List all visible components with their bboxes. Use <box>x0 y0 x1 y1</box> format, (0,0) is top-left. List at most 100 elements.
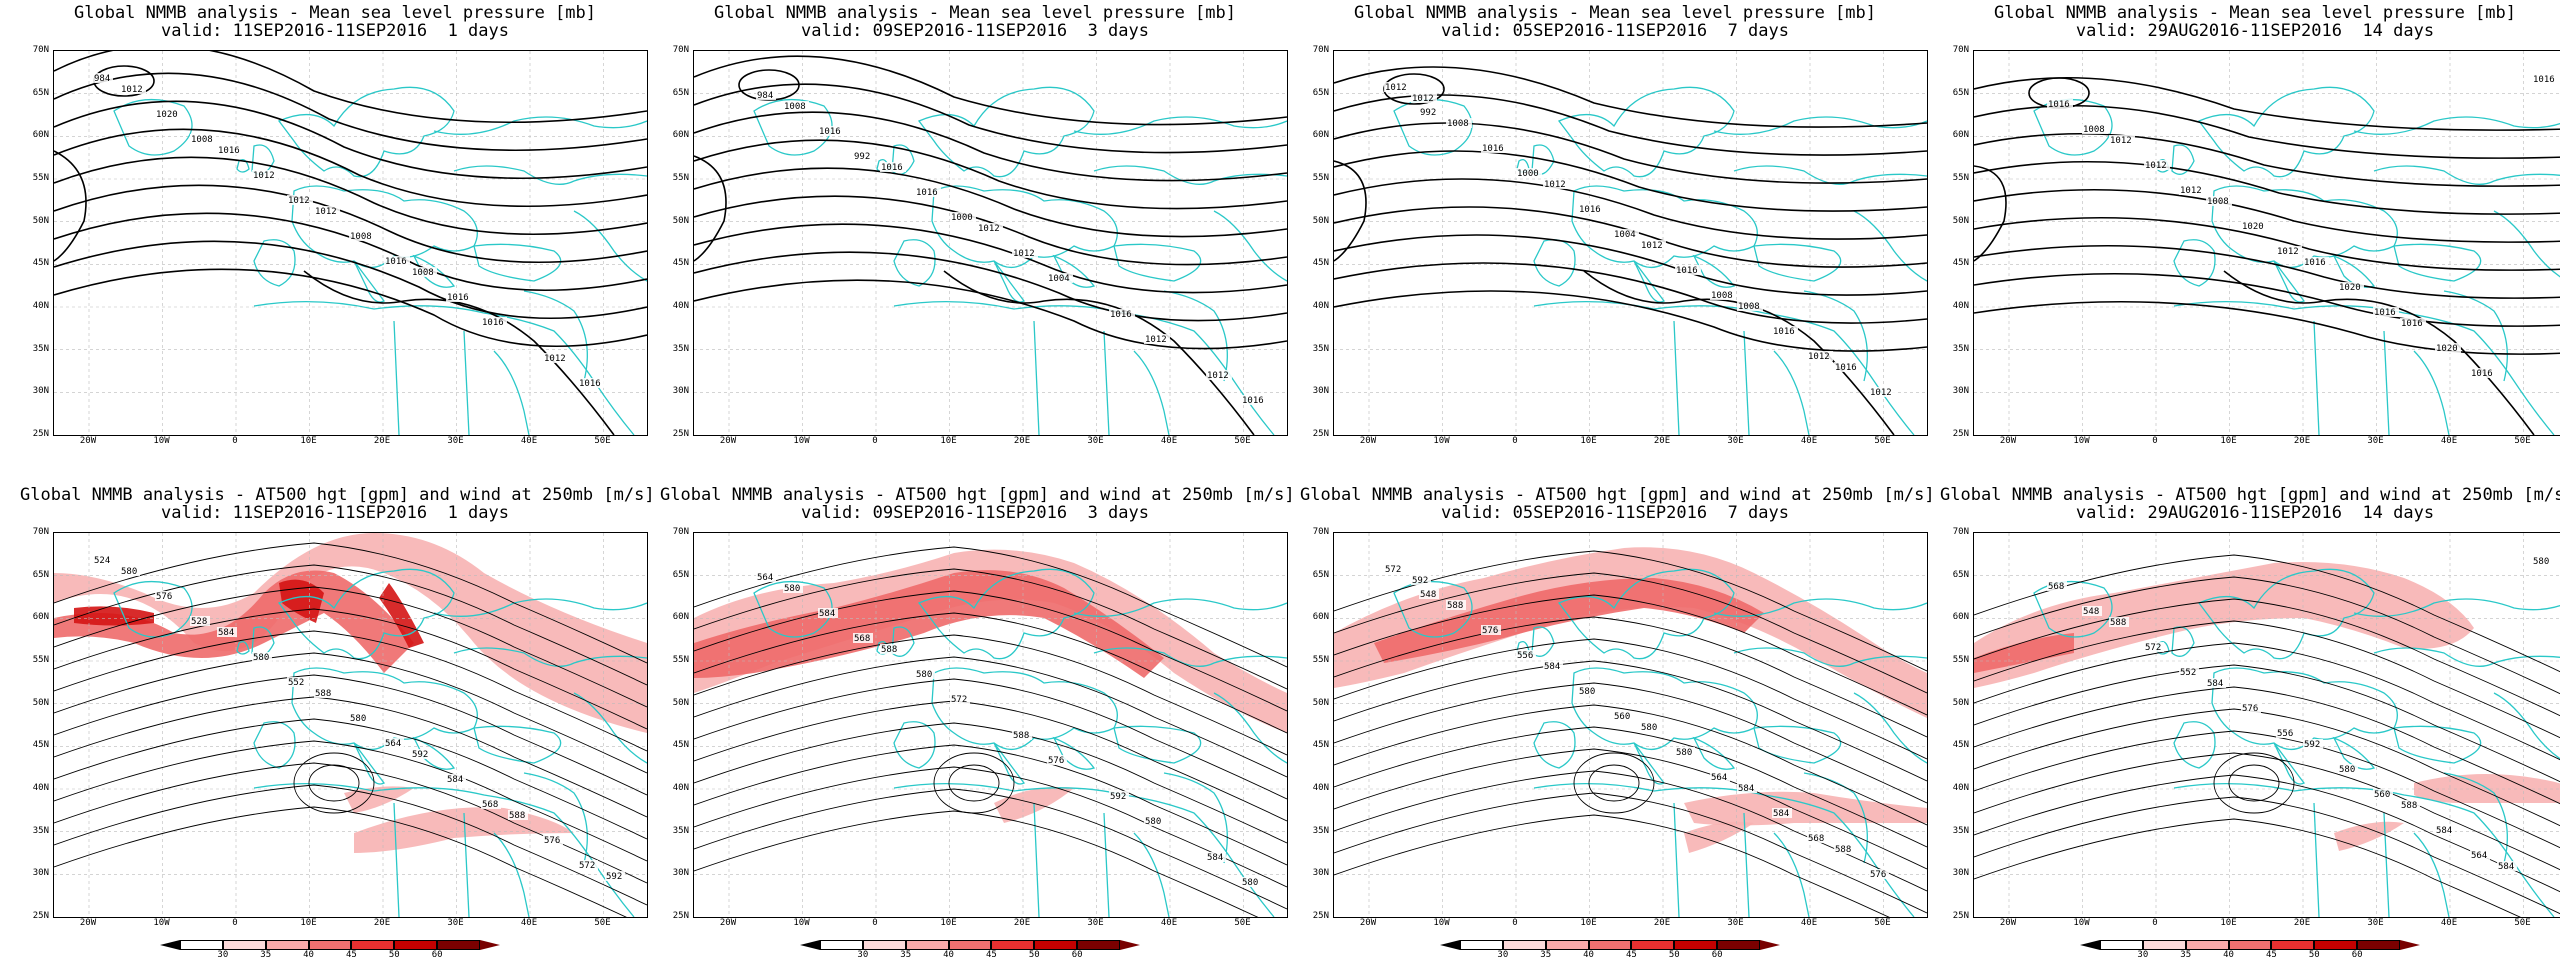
geopotential-contour <box>694 744 1287 866</box>
geopotential-contour <box>54 542 647 664</box>
lat-tick-label: 55N <box>1952 173 1969 183</box>
contour-label-bg <box>853 151 873 161</box>
contour-label: 568 <box>854 634 870 644</box>
isobar <box>1334 262 1927 324</box>
geopotential-contour <box>1334 660 1927 782</box>
map-canvas: 548 552 556 560 564 568 572 576 580 584 580 588 584 5… <box>1974 533 2560 917</box>
coastline <box>1853 692 1927 764</box>
contour-label: 1004 <box>1614 230 1636 240</box>
geopotential-contour <box>54 586 647 708</box>
isobar <box>1334 206 1927 268</box>
contour-label: 1008 <box>1738 302 1760 312</box>
contour-label: 584 <box>2207 679 2223 689</box>
map-frame: 1008 1012 1012 1016 1016 1016 1012 1020 1020 1020… <box>1973 50 2560 436</box>
coastline <box>893 239 936 287</box>
jet-wind-shading <box>694 570 1164 678</box>
contour-label-bg <box>1241 877 1261 887</box>
contour-label-bg <box>2470 850 2490 860</box>
contour-label: 1020 <box>156 110 178 120</box>
lat-tick-label: 70N <box>1312 527 1329 537</box>
contour-label: 576 <box>2242 704 2258 714</box>
contour-label: 1012 <box>2180 186 2202 196</box>
contour-label-bg <box>756 90 776 100</box>
isobar <box>54 184 647 264</box>
contour-label-bg <box>2338 282 2364 292</box>
lon-tick-label: 0 <box>1512 918 1518 928</box>
coastline <box>277 568 455 660</box>
coastline <box>1633 260 1665 303</box>
lon-tick-label: 20W <box>1359 918 1377 928</box>
lon-tick-label: 50E <box>1874 436 1891 446</box>
contour-label-bg <box>1481 143 1507 153</box>
lon-tick-label: 0 <box>232 436 238 446</box>
lon-tick-label: 50E <box>2514 436 2531 446</box>
lat-tick-label: 35N <box>32 343 49 354</box>
contour-label: 1016 <box>1676 266 1698 276</box>
coastline <box>2353 116 2560 135</box>
coastline <box>2313 802 2320 917</box>
isobar <box>694 83 1287 154</box>
isobar <box>1974 165 2007 262</box>
coastline <box>1213 692 1287 764</box>
panel-valid-dates: valid: 11SEP2016-11SEP2016 1 days <box>161 503 509 523</box>
contour-label: 584 <box>218 628 234 638</box>
lat-tick-label: 60N <box>32 130 49 141</box>
contour-label-bg <box>853 633 873 643</box>
contour-label-bg <box>2047 581 2067 591</box>
colorbar-segment <box>1034 940 1078 950</box>
geopotential-contour <box>1334 704 1927 826</box>
contour-label-bg <box>314 206 340 216</box>
lat-tick-label: 40N <box>1952 783 1969 793</box>
contour-label: 560 <box>1614 712 1630 722</box>
lon-tick-label: 0 <box>2152 436 2158 446</box>
contour-label-bg <box>446 292 472 302</box>
contour-label-bg <box>2276 246 2302 256</box>
colorbar-segment <box>2100 940 2143 950</box>
colorbar-segment <box>2142 940 2186 950</box>
contour-label-bg <box>1737 783 1757 793</box>
jet-wind-shading <box>74 606 154 626</box>
isobar <box>1974 104 2560 159</box>
colorbar-segment <box>265 940 309 950</box>
contour-label-bg <box>1710 772 1730 782</box>
contour-label: 524 <box>94 556 110 566</box>
coastline <box>433 116 647 135</box>
geopotential-contour <box>694 678 1287 800</box>
coastline <box>1692 254 1736 288</box>
coastline <box>893 783 1275 917</box>
contour-label-bg <box>915 669 935 679</box>
geopotential-contour <box>308 764 360 802</box>
contour-label: 1012 <box>2110 136 2132 146</box>
contour-label: 576 <box>156 592 172 602</box>
panel-valid-dates: valid: 29AUG2016-11SEP2016 14 days <box>2075 21 2435 41</box>
isobar <box>943 270 1255 435</box>
colorbar-segment <box>1502 940 1546 950</box>
coastline <box>1133 832 1170 917</box>
coastline <box>1713 116 1927 135</box>
contour-label-bg <box>2241 221 2267 231</box>
lon-tick-label: 20E <box>1013 436 1031 446</box>
contour-label: 552 <box>288 678 304 688</box>
contour-label: 588 <box>881 645 897 655</box>
coastline <box>1743 812 1750 917</box>
coastline <box>1853 210 1927 282</box>
lon-tick-label: 20E <box>2293 918 2311 928</box>
isobar <box>1974 160 2560 215</box>
lat-tick-label: 60N <box>672 130 689 141</box>
contour-label: 548 <box>1420 590 1436 600</box>
colorbar-end-left <box>1440 940 1460 950</box>
geopotential-contour <box>1334 638 1927 760</box>
lon-tick-label: 30E <box>2367 918 2384 928</box>
coastline <box>1093 165 1287 185</box>
map-frame: 524 528 552 564 568 572 576 580 580 584 576 580 584 5… <box>53 532 648 918</box>
contour-label-bg <box>756 572 776 582</box>
contour-label: 1016 <box>916 188 938 198</box>
contour-label: 564 <box>2471 851 2487 861</box>
contour-label-bg <box>2206 196 2232 206</box>
isobar <box>1974 244 2560 299</box>
contour-label-bg <box>1047 273 1073 283</box>
colorbar-segment <box>351 940 395 950</box>
contour-label: 592 <box>606 872 622 882</box>
lat-tick-label: 45N <box>672 258 689 269</box>
coastline <box>523 772 588 864</box>
